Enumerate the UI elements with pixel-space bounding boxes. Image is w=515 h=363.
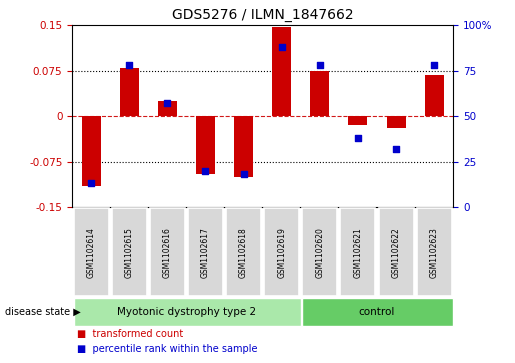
Bar	[196, 116, 215, 174]
Bar	[81, 116, 100, 186]
Text: GSM1102621: GSM1102621	[353, 227, 363, 278]
Point	[392, 146, 400, 152]
Point	[239, 171, 248, 177]
Point	[125, 62, 133, 68]
Bar	[158, 101, 177, 116]
Text: ■  percentile rank within the sample: ■ percentile rank within the sample	[77, 344, 258, 354]
Bar	[119, 68, 139, 116]
Text: GSM1102618: GSM1102618	[239, 227, 248, 278]
Bar	[310, 71, 330, 116]
Bar	[348, 116, 367, 125]
Point	[201, 168, 210, 174]
Text: Myotonic dystrophy type 2: Myotonic dystrophy type 2	[117, 307, 256, 317]
Text: GSM1102620: GSM1102620	[315, 227, 324, 278]
Bar	[424, 75, 443, 116]
Bar	[234, 116, 253, 177]
Text: disease state ▶: disease state ▶	[5, 307, 81, 317]
Point	[163, 101, 171, 106]
Text: control: control	[359, 307, 395, 317]
Text: GSM1102615: GSM1102615	[125, 227, 134, 278]
Bar	[272, 26, 291, 116]
Title: GDS5276 / ILMN_1847662: GDS5276 / ILMN_1847662	[172, 8, 353, 22]
Text: GSM1102616: GSM1102616	[163, 227, 172, 278]
Bar	[386, 116, 405, 128]
Point	[87, 180, 95, 186]
Text: GSM1102619: GSM1102619	[277, 227, 286, 278]
Text: GSM1102617: GSM1102617	[201, 227, 210, 278]
Point	[354, 135, 362, 141]
Point	[430, 62, 438, 68]
Text: GSM1102623: GSM1102623	[430, 227, 439, 278]
Text: ■  transformed count: ■ transformed count	[77, 329, 183, 339]
Point	[278, 44, 286, 50]
Text: GSM1102622: GSM1102622	[391, 227, 401, 278]
Text: GSM1102614: GSM1102614	[87, 227, 96, 278]
Point	[316, 62, 324, 68]
